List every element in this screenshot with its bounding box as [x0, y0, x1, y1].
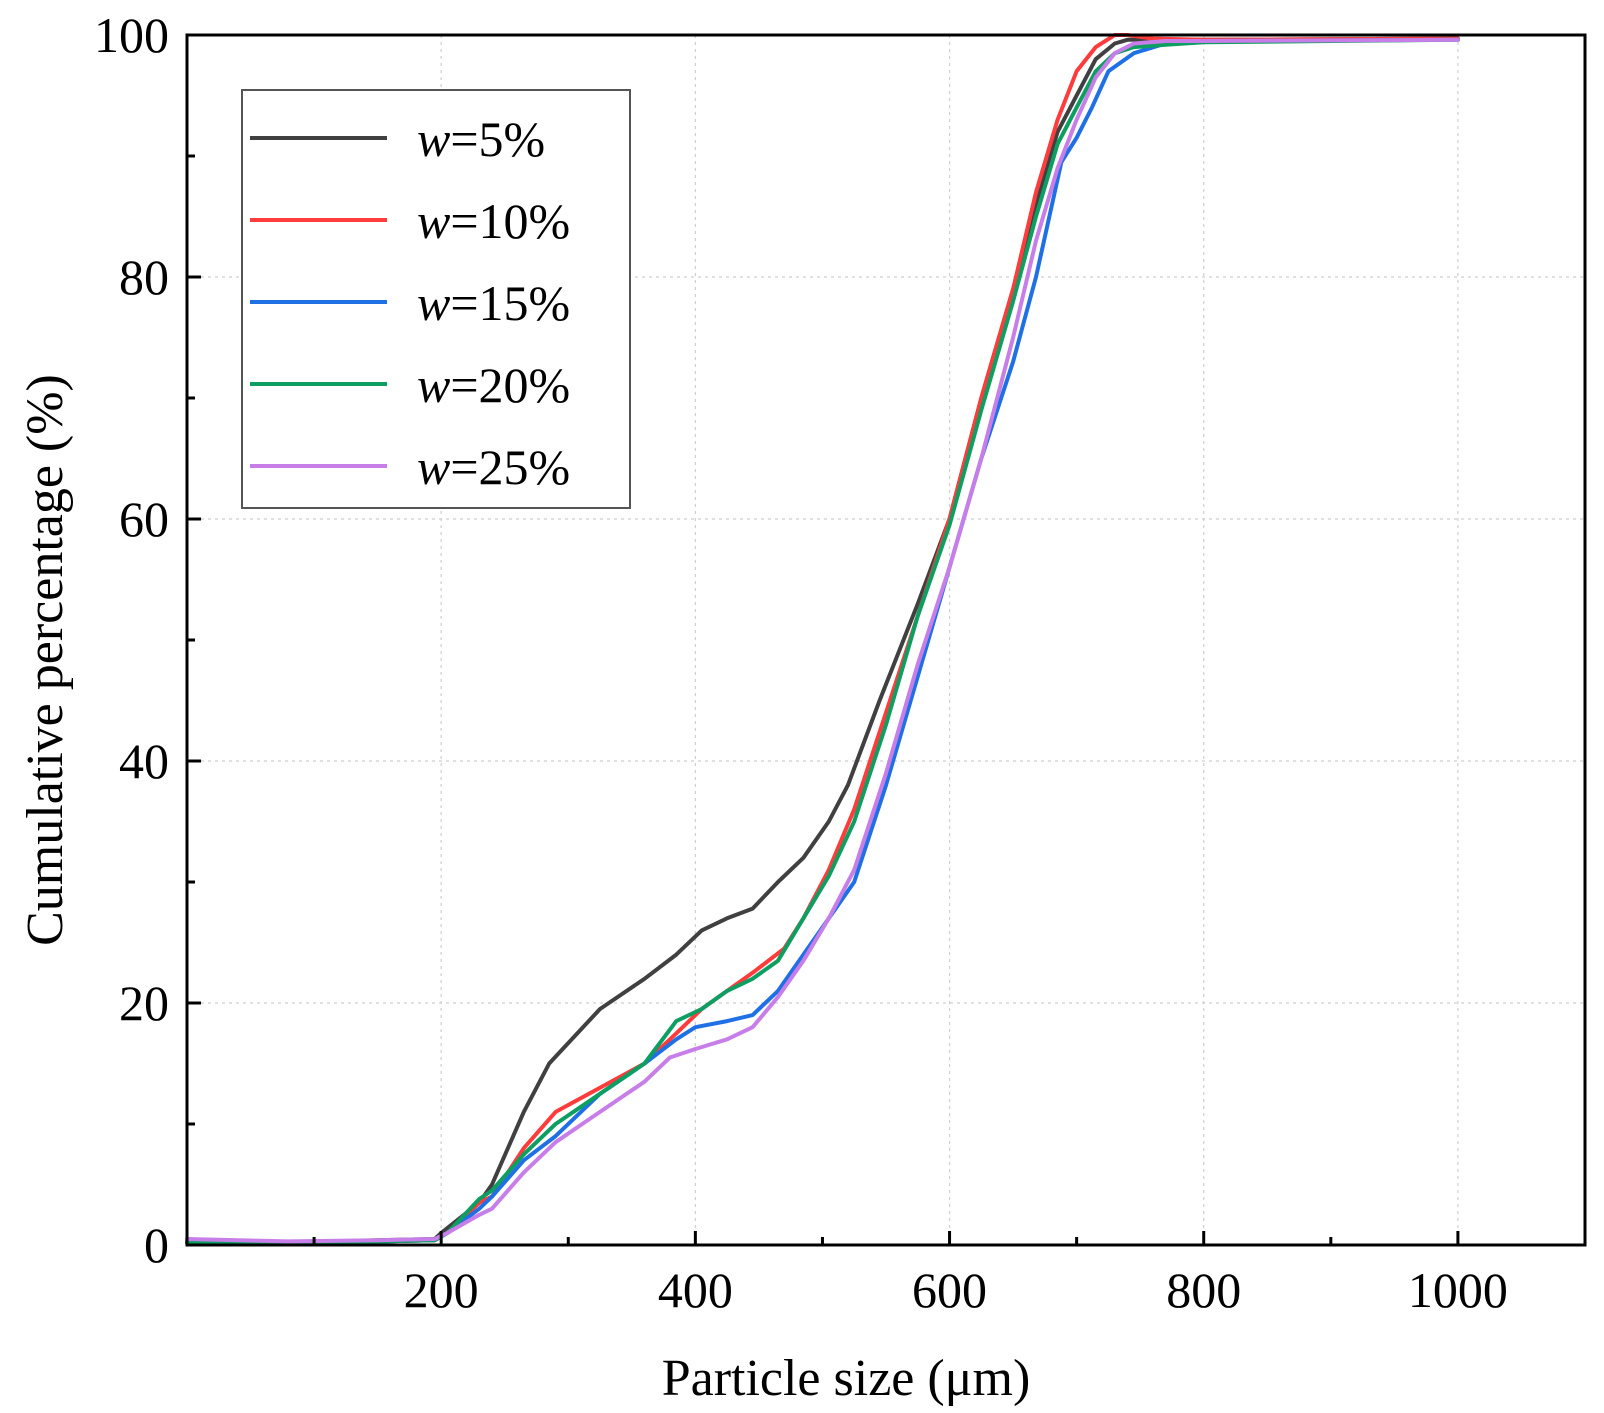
legend-label-5: w=25% — [417, 439, 570, 495]
y-tick-label: 40 — [119, 733, 169, 789]
legend-label-2: w=10% — [417, 193, 570, 249]
series-line-4 — [185, 37, 1460, 1246]
legend-prefix: w — [417, 111, 450, 167]
legend-label-3: w=15% — [417, 275, 570, 331]
legend-label-1: w=5% — [417, 111, 545, 167]
legend-label-4: w=20% — [417, 357, 570, 413]
legend-box — [241, 89, 631, 509]
legend-items: w=5%w=10%w=15%w=20%w=25% — [250, 111, 570, 495]
y-tick-label: 80 — [119, 249, 169, 305]
x-tick-label: 200 — [404, 1262, 479, 1318]
legend-prefix: w — [417, 357, 450, 413]
series-line-3 — [185, 37, 1460, 1246]
legend-value: =10% — [450, 193, 570, 249]
legend-value: =25% — [450, 439, 570, 495]
legend-prefix: w — [417, 193, 450, 249]
y-tick-label: 60 — [119, 491, 169, 547]
x-tick-label: 800 — [1166, 1262, 1241, 1318]
y-tick-label: 20 — [119, 975, 169, 1031]
x-tick-label: 600 — [912, 1262, 987, 1318]
legend-value: =5% — [450, 111, 545, 167]
legend-prefix: w — [417, 439, 450, 495]
axis-tick-labels: 200 400 600 800 1000 0 20 40 60 80 100 — [94, 7, 1508, 1318]
legend-value: =20% — [450, 357, 570, 413]
axis-ticks — [187, 33, 1460, 1247]
legend-prefix: w — [417, 275, 450, 331]
y-axis-title: Cumulative percentage (%) — [17, 374, 74, 946]
y-tick-label: 0 — [144, 1217, 169, 1273]
legend: w=5%w=10%w=15%w=20%w=25% — [241, 89, 631, 509]
series-line-5 — [185, 37, 1460, 1244]
x-tick-label: 400 — [658, 1262, 733, 1318]
y-tick-label: 100 — [94, 7, 169, 63]
x-tick-label: 1000 — [1408, 1262, 1508, 1318]
x-axis-title: Particle size (μm) — [662, 1350, 1031, 1407]
legend-value: =15% — [450, 275, 570, 331]
series-lines — [185, 33, 1460, 1246]
